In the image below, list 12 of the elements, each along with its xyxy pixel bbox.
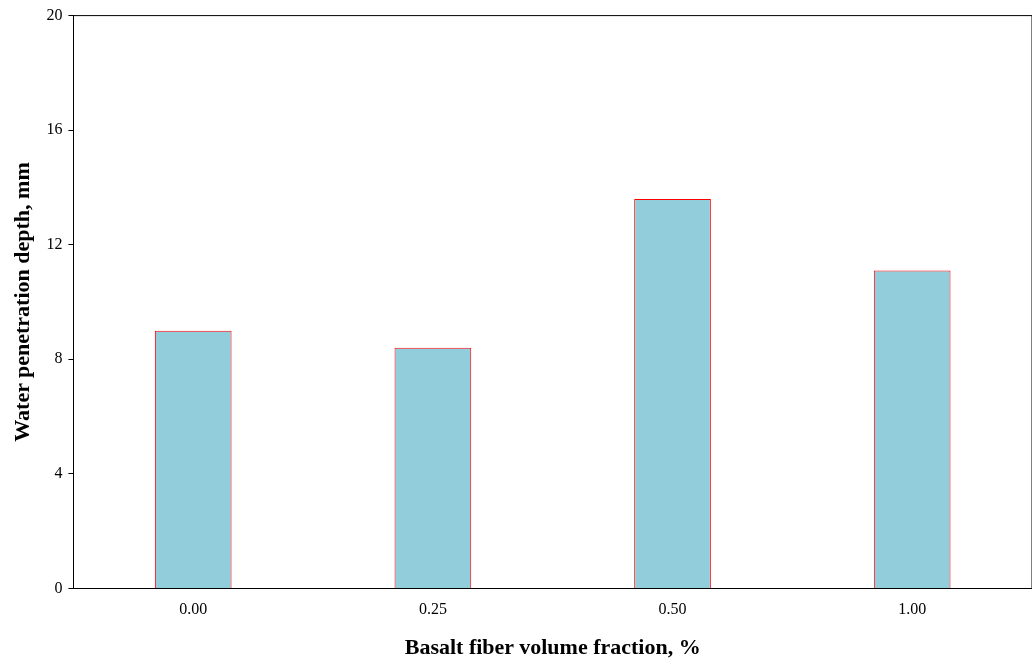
y-tick-label: 4	[54, 464, 63, 482]
y-tick-label: 0	[54, 578, 63, 596]
x-tick-label: 0.25	[418, 600, 447, 618]
x-tick-label: 1.00	[898, 600, 927, 618]
y-tick-label: 12	[46, 234, 63, 252]
x-tick-label: 0.00	[179, 600, 208, 618]
y-tick-label: 8	[54, 349, 63, 367]
y-tick-label: 16	[46, 120, 63, 138]
x-axis-title: Basalt fiber volume fraction, %	[404, 634, 701, 660]
y-axis-title: Water penetration depth, mm	[8, 162, 34, 442]
x-tick-label: 0.50	[658, 600, 687, 618]
y-tick-label: 20	[46, 5, 63, 23]
